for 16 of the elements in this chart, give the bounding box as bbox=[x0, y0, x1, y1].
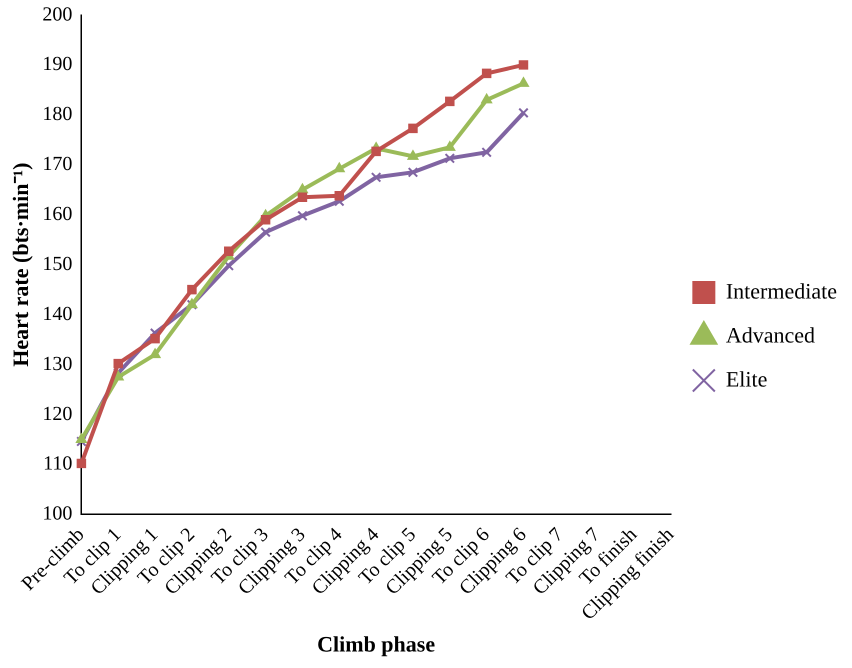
legend-label: Intermediate bbox=[726, 278, 838, 304]
y-tick-label: 170 bbox=[42, 153, 72, 176]
legend-label: Advanced bbox=[726, 322, 816, 348]
y-tick-label: 130 bbox=[42, 352, 72, 375]
y-tick-label: 150 bbox=[42, 252, 72, 275]
y-tick-label: 120 bbox=[42, 402, 72, 425]
y-tick-label: 100 bbox=[42, 502, 72, 525]
y-tick-label: 110 bbox=[43, 452, 72, 475]
y-tick-label: 190 bbox=[42, 53, 72, 76]
y-axis-title: Heart rate (bts·min⁻¹) bbox=[8, 162, 33, 367]
y-tick-label: 160 bbox=[42, 203, 72, 225]
y-tick-label: 180 bbox=[42, 103, 72, 126]
legend-label: Elite bbox=[726, 366, 768, 392]
y-tick-label: 140 bbox=[42, 302, 72, 325]
y-tick-label: 200 bbox=[42, 3, 72, 26]
x-axis-title: Climb phase bbox=[317, 631, 436, 656]
